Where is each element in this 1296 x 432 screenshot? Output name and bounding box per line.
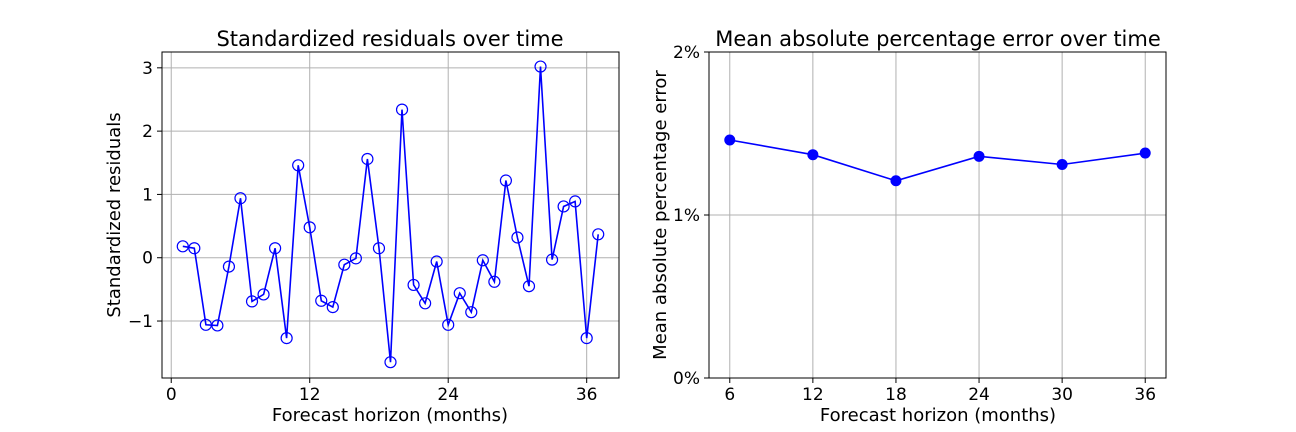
data-point bbox=[234, 192, 247, 205]
y-tick-label: 1% bbox=[673, 206, 700, 226]
x-axis-label: Forecast horizon (months) bbox=[820, 405, 1056, 426]
y-axis-label: Standardized residuals bbox=[104, 112, 125, 317]
x-tick-label: 36 bbox=[1134, 385, 1156, 405]
y-tick-label: 1 bbox=[142, 185, 153, 205]
data-point bbox=[592, 228, 605, 241]
y-tick-label: 3 bbox=[142, 59, 153, 79]
data-point bbox=[557, 200, 570, 213]
x-tick-label: 6 bbox=[724, 385, 735, 405]
plot-frame bbox=[161, 51, 620, 379]
data-point bbox=[257, 288, 270, 301]
data-point bbox=[395, 103, 409, 116]
data-point bbox=[430, 255, 443, 268]
series-line bbox=[182, 66, 599, 363]
data-point bbox=[349, 252, 362, 265]
data-point bbox=[303, 221, 316, 234]
y-tick-label: 2 bbox=[142, 122, 153, 142]
data-point bbox=[372, 242, 386, 255]
series-line bbox=[729, 139, 1146, 182]
data-point bbox=[569, 195, 582, 208]
x-axis-label: Forecast horizon (months) bbox=[272, 405, 508, 426]
data-point bbox=[315, 294, 328, 307]
x-tick-label: 30 bbox=[1051, 385, 1073, 405]
data-point bbox=[188, 242, 201, 255]
mape-chart: Mean absolute percentage error over time… bbox=[650, 27, 1167, 426]
y-axis-label: Mean absolute percentage error bbox=[650, 70, 671, 360]
x-tick-label: 24 bbox=[437, 385, 459, 405]
data-point bbox=[890, 175, 902, 187]
y-tick-label: 2% bbox=[673, 43, 700, 63]
chart-title: Mean absolute percentage error over time bbox=[715, 27, 1161, 51]
y-tick-label: 0% bbox=[673, 369, 700, 389]
data-point bbox=[580, 332, 593, 345]
data-point bbox=[488, 275, 501, 288]
data-point bbox=[222, 260, 236, 273]
data-point bbox=[511, 231, 524, 244]
y-tick-label: −1 bbox=[128, 312, 153, 332]
data-point bbox=[245, 295, 259, 308]
data-point bbox=[176, 240, 189, 253]
data-point bbox=[453, 287, 466, 300]
data-point bbox=[545, 253, 559, 266]
data-point bbox=[522, 280, 536, 293]
data-point bbox=[361, 152, 374, 166]
data-point bbox=[292, 159, 305, 172]
residuals-chart: Standardized residuals over time Forecas… bbox=[104, 27, 620, 426]
data-point bbox=[384, 356, 397, 369]
data-point bbox=[499, 174, 513, 187]
x-tick-label: 12 bbox=[299, 385, 321, 405]
data-point bbox=[807, 149, 819, 161]
y-tick-label: 0 bbox=[142, 249, 153, 269]
data-point bbox=[280, 332, 293, 345]
data-point bbox=[338, 258, 351, 271]
x-tick-label: 12 bbox=[802, 385, 824, 405]
data-point bbox=[211, 319, 224, 332]
data-point bbox=[465, 306, 478, 319]
data-point bbox=[407, 278, 420, 292]
data-point bbox=[442, 318, 455, 331]
x-tick-label: 0 bbox=[166, 385, 177, 405]
x-tick-label: 24 bbox=[968, 385, 990, 405]
chart-title: Standardized residuals over time bbox=[216, 27, 563, 51]
x-tick-label: 36 bbox=[576, 385, 598, 405]
data-point bbox=[973, 150, 985, 162]
data-point bbox=[326, 301, 339, 314]
data-point bbox=[476, 254, 489, 267]
x-tick-label: 18 bbox=[885, 385, 907, 405]
data-point bbox=[724, 134, 736, 146]
data-point bbox=[419, 297, 432, 310]
data-point bbox=[1056, 158, 1068, 170]
data-point bbox=[534, 60, 547, 73]
data-point bbox=[1139, 147, 1151, 159]
data-point bbox=[268, 242, 282, 255]
